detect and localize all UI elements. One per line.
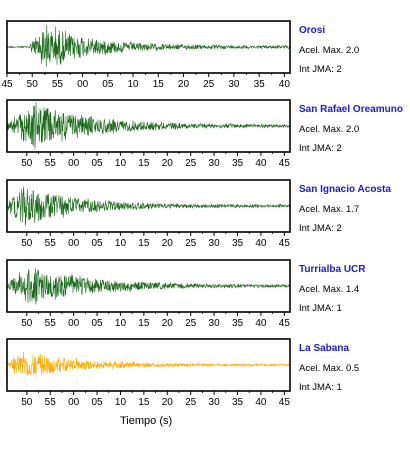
x-tick-label: 35 <box>232 238 244 249</box>
waveform-trace <box>7 351 290 376</box>
waveform-trace <box>7 186 290 226</box>
x-tick-label: 00 <box>68 318 80 329</box>
x-tick-label: 15 <box>138 238 150 249</box>
x-tick-label: 40 <box>255 158 267 169</box>
x-tick-label: 55 <box>45 238 57 249</box>
x-tick-label: 40 <box>279 79 291 90</box>
panel-frame <box>6 338 291 392</box>
waveform-trace <box>7 102 290 150</box>
x-tick-label: 10 <box>115 318 127 329</box>
x-tick-label: 25 <box>185 158 197 169</box>
x-tick-label: 15 <box>138 158 150 169</box>
panel-frame <box>6 259 291 313</box>
x-tick-label: 35 <box>232 397 244 408</box>
x-tick-label: 55 <box>52 79 64 90</box>
x-tick-label: 35 <box>232 158 244 169</box>
panel-frame <box>6 179 291 233</box>
x-tick-label: 20 <box>178 79 190 90</box>
x-tick-label: 10 <box>128 79 140 90</box>
x-tick-label: 20 <box>162 397 174 408</box>
station-name: La Sabana <box>299 343 350 354</box>
x-tick-label: 50 <box>21 397 33 408</box>
x-tick-label: 30 <box>209 318 221 329</box>
x-tick-label: 05 <box>91 318 103 329</box>
x-tick-label: 20 <box>162 318 174 329</box>
x-tick-label: 00 <box>68 158 80 169</box>
station-acel-max: Acel. Max. 0.5 <box>299 363 360 374</box>
station-acel-max: Acel. Max. 2.0 <box>299 124 360 135</box>
station-name: San Ignacio Acosta <box>299 184 391 195</box>
x-tick-label: 45 <box>279 158 291 169</box>
x-tick-label: 50 <box>27 79 39 90</box>
x-tick-label: 00 <box>68 397 80 408</box>
panel-frame <box>6 99 291 153</box>
x-tick-label: 30 <box>228 79 240 90</box>
x-tick-label: 25 <box>185 238 197 249</box>
x-tick-label: 15 <box>153 79 165 90</box>
x-tick-label: 05 <box>91 238 103 249</box>
station-name: Turrialba UCR <box>299 264 366 275</box>
x-tick-label: 10 <box>115 238 127 249</box>
x-tick-label: 45 <box>279 397 291 408</box>
x-tick-label: 40 <box>255 318 267 329</box>
station-int-jma: Int JMA: 1 <box>299 382 342 393</box>
x-tick-label: 40 <box>255 238 267 249</box>
station-int-jma: Int JMA: 2 <box>299 223 342 234</box>
x-tick-label: 45 <box>279 318 291 329</box>
station-acel-max: Acel. Max. 1.7 <box>299 204 360 215</box>
x-tick-label: 00 <box>77 79 89 90</box>
x-tick-label: 30 <box>209 158 221 169</box>
x-tick-label: 25 <box>203 79 215 90</box>
x-tick-label: 35 <box>232 318 244 329</box>
x-tick-label: 20 <box>162 238 174 249</box>
x-tick-label: 25 <box>185 397 197 408</box>
x-tick-label: 20 <box>162 158 174 169</box>
station-int-jma: Int JMA: 2 <box>299 143 342 154</box>
station-acel-max: Acel. Max. 1.4 <box>299 284 360 295</box>
station-int-jma: Int JMA: 1 <box>299 303 342 314</box>
x-tick-label: 05 <box>91 397 103 408</box>
panel-frame <box>6 20 291 74</box>
x-tick-label: 45 <box>279 238 291 249</box>
panel-2: 50 55 00 05 10 15 20 25 30 35 40 45 <box>6 99 291 169</box>
x-tick-label: 15 <box>138 397 150 408</box>
station-int-jma: Int JMA: 2 <box>299 64 342 75</box>
x-axis-label: Tiempo (s) <box>120 415 173 427</box>
x-tick-label: 05 <box>102 79 114 90</box>
panel-4: 50 55 00 05 10 15 20 25 30 35 40 45 <box>6 259 291 329</box>
x-tick-label: 55 <box>45 158 57 169</box>
panel-3: 50 55 00 05 10 15 20 25 30 35 40 45 <box>6 179 291 249</box>
x-tick-label: 50 <box>21 238 33 249</box>
waveform-trace <box>7 25 290 67</box>
x-tick-label: 10 <box>115 158 127 169</box>
x-tick-label: 40 <box>255 397 267 408</box>
x-tick-label: 00 <box>68 238 80 249</box>
x-tick-label: 10 <box>115 397 127 408</box>
station-acel-max: Acel. Max. 2.0 <box>299 45 360 56</box>
waveform-trace <box>7 268 290 305</box>
x-tick-label: 50 <box>21 158 33 169</box>
x-tick-label: 55 <box>45 318 57 329</box>
x-tick-label: 15 <box>138 318 150 329</box>
x-tick-label: 05 <box>91 158 103 169</box>
station-name: San Rafael Oreamuno <box>299 104 403 115</box>
x-tick-label: 30 <box>209 397 221 408</box>
x-tick-label: 35 <box>254 79 266 90</box>
x-tick-label: 45 <box>1 79 13 90</box>
x-tick-label: 50 <box>21 318 33 329</box>
station-name: Orosi <box>299 25 326 36</box>
x-tick-label: 30 <box>209 238 221 249</box>
x-tick-label: 55 <box>45 397 57 408</box>
panel-1: 45 50 55 00 05 10 15 20 25 30 35 40 <box>1 20 291 90</box>
panel-5: 50 55 00 05 10 15 20 25 30 35 40 45 <box>6 338 291 408</box>
x-tick-label: 25 <box>185 318 197 329</box>
